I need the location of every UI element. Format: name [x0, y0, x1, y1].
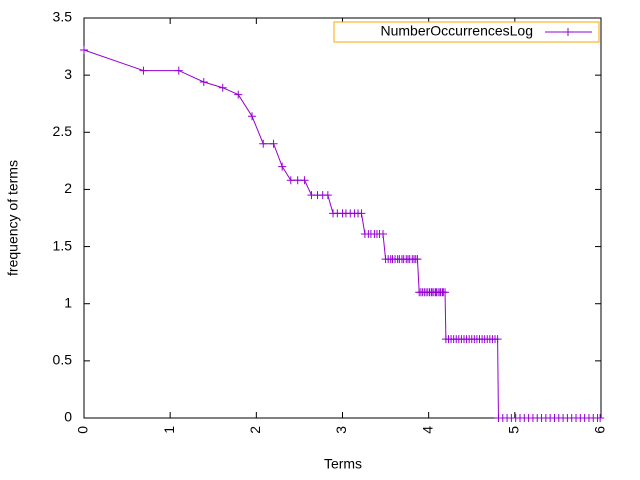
point-marker — [300, 176, 309, 185]
y-axis-label: frequency of terms — [5, 160, 21, 276]
point-marker — [80, 46, 88, 54]
point-marker — [441, 288, 450, 297]
point-marker — [248, 112, 257, 121]
x-tick-label: 3 — [333, 426, 349, 434]
legend-box — [333, 21, 600, 43]
x-tick-label: 5 — [506, 426, 522, 434]
point-marker — [286, 176, 295, 185]
x-axis-label: Terms — [324, 456, 362, 472]
point-marker — [293, 176, 302, 185]
y-tick-label: 2.5 — [53, 123, 73, 139]
point-marker — [378, 230, 387, 238]
y-tick-label: 0.5 — [53, 352, 73, 368]
plot-frame — [83, 17, 602, 419]
point-marker — [139, 66, 148, 75]
y-tick-label: 1.5 — [53, 237, 73, 253]
x-tick-label: 0 — [75, 426, 91, 434]
point-marker — [357, 209, 366, 218]
point-marker — [493, 335, 502, 344]
point-marker — [234, 90, 243, 99]
series-line — [83, 49, 601, 419]
point-marker — [596, 414, 605, 422]
y-tick-label: 3.5 — [53, 9, 73, 25]
x-tick-label: 4 — [419, 426, 435, 434]
point-marker — [218, 83, 227, 92]
point-marker — [259, 139, 268, 148]
x-tick-label: 2 — [247, 426, 263, 434]
x-tick-label: 6 — [592, 426, 608, 434]
y-tick-label: 0 — [64, 409, 72, 425]
point-marker — [174, 66, 183, 75]
point-marker — [323, 191, 332, 200]
y-tick-label: 3 — [64, 66, 72, 82]
x-tick-label: 1 — [161, 426, 177, 434]
legend-label: NumberOccurrencesLog — [380, 23, 533, 39]
y-tick-label: 1 — [64, 294, 72, 310]
point-marker — [199, 78, 208, 86]
legend-marker — [564, 28, 572, 36]
y-tick-label: 2 — [64, 180, 72, 196]
point-marker — [413, 255, 422, 264]
point-marker — [278, 162, 287, 171]
point-marker — [269, 139, 278, 148]
